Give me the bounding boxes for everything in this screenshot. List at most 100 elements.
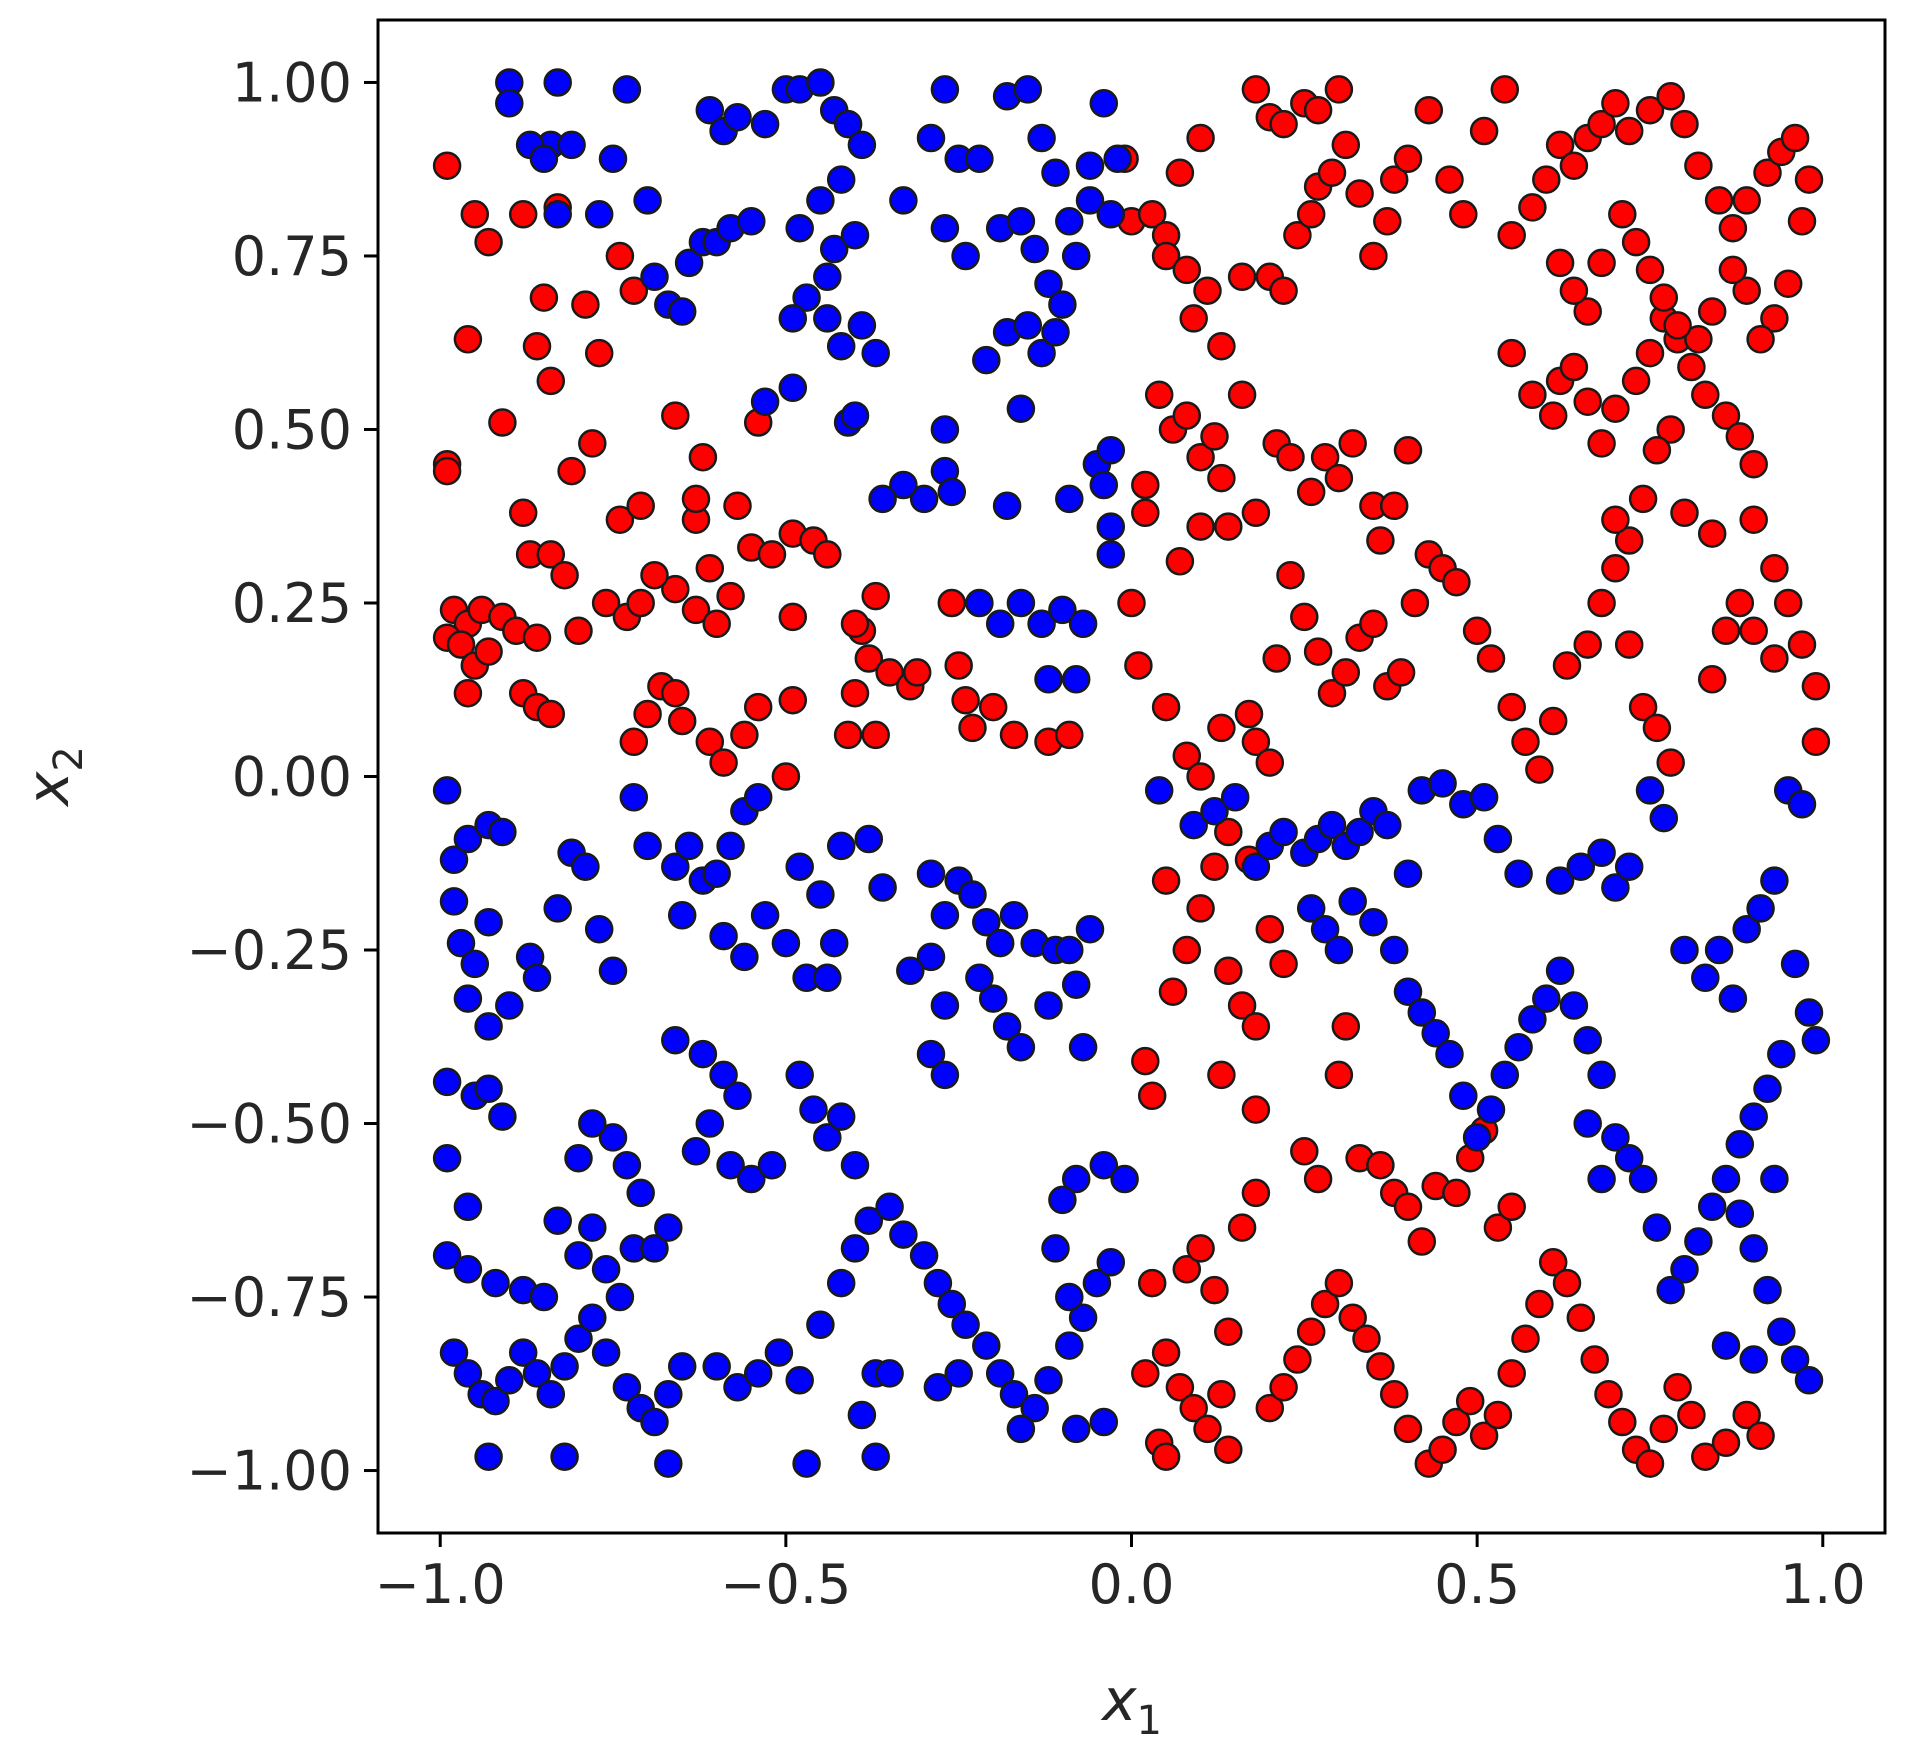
point-blue <box>930 415 960 444</box>
point-blue <box>612 1373 642 1402</box>
point-red <box>1801 727 1831 757</box>
y-tick-label: 0.25 <box>232 572 352 635</box>
point-blue <box>1684 1227 1713 1256</box>
point-red <box>1269 109 1298 139</box>
point-red <box>619 727 649 757</box>
point-blue <box>578 1109 607 1138</box>
point-blue <box>591 1255 621 1284</box>
point-blue <box>1220 783 1250 812</box>
point-blue <box>481 1386 510 1416</box>
point-red <box>1746 1421 1775 1451</box>
point-red <box>1587 248 1616 278</box>
point-red <box>1691 1442 1720 1471</box>
point-red <box>1331 130 1361 160</box>
point-blue <box>1006 1032 1036 1062</box>
point-red <box>1227 991 1257 1020</box>
point-red <box>1601 505 1630 534</box>
point-blue <box>1055 1282 1084 1312</box>
point-blue <box>1718 984 1748 1013</box>
point-red <box>1131 1046 1160 1076</box>
point-blue <box>1670 935 1699 965</box>
point-blue <box>605 1282 635 1312</box>
point-blue <box>1041 1234 1070 1263</box>
point-red <box>1732 276 1761 305</box>
point-red <box>1545 248 1575 278</box>
point-red <box>1324 1060 1354 1090</box>
point-red <box>536 366 566 396</box>
x-axis-label-subscript: 1 <box>1136 1698 1161 1744</box>
point-blue <box>1760 866 1789 895</box>
point-red <box>1462 616 1492 646</box>
point-blue <box>1061 1164 1091 1194</box>
point-red <box>1151 692 1181 722</box>
point-red <box>1359 241 1388 271</box>
point-red <box>661 678 690 708</box>
point-blue <box>667 1352 697 1381</box>
point-blue <box>965 588 994 618</box>
point-blue <box>889 186 918 215</box>
point-blue <box>1504 1032 1533 1062</box>
point-blue <box>1055 935 1084 965</box>
point-blue <box>854 1206 884 1235</box>
point-red <box>1587 109 1616 139</box>
point-red <box>1296 477 1326 507</box>
point-red <box>709 748 738 777</box>
point-red <box>1393 144 1423 174</box>
point-blue <box>723 1373 752 1402</box>
point-blue <box>799 1095 828 1124</box>
point-blue <box>750 387 780 416</box>
point-red <box>1193 276 1222 305</box>
point-red <box>1186 1234 1215 1263</box>
point-blue <box>598 144 628 174</box>
point-red <box>1490 75 1520 104</box>
point-red <box>1677 1400 1706 1430</box>
y-tick-label: −0.25 <box>187 919 352 982</box>
point-red <box>557 456 586 486</box>
point-blue <box>1532 984 1561 1013</box>
point-blue <box>446 928 476 958</box>
point-blue <box>1006 1414 1036 1444</box>
point-red <box>1670 498 1699 528</box>
point-red <box>1345 179 1374 208</box>
point-red <box>1144 380 1174 410</box>
point-blue <box>674 248 704 278</box>
point-red <box>1538 706 1568 736</box>
point-blue <box>826 331 856 361</box>
point-red <box>1373 207 1402 236</box>
point-blue <box>495 89 524 118</box>
point-red <box>1573 297 1602 326</box>
point-blue <box>916 123 946 153</box>
point-blue <box>750 109 780 139</box>
point-red <box>1483 1213 1513 1242</box>
x-axis-label-main: x <box>1100 1666 1137 1734</box>
point-red <box>875 658 904 687</box>
point-blue <box>1462 1123 1492 1152</box>
point-blue <box>813 963 842 993</box>
point-blue <box>916 1039 946 1069</box>
point-blue <box>806 880 835 909</box>
point-red <box>1635 1449 1665 1478</box>
point-red <box>1165 547 1195 576</box>
point-red <box>1601 89 1630 118</box>
point-red <box>1697 519 1727 548</box>
point-blue <box>1767 1039 1796 1069</box>
point-blue <box>813 1123 842 1152</box>
point-blue <box>1628 1164 1658 1194</box>
point-red <box>1614 116 1644 146</box>
point-blue <box>508 1338 538 1367</box>
point-blue <box>654 1213 683 1242</box>
point-blue <box>1601 873 1630 902</box>
point-red <box>1601 554 1630 583</box>
point-blue <box>1034 991 1063 1020</box>
point-red <box>1310 442 1340 472</box>
point-red <box>1545 130 1575 160</box>
point-red <box>1511 727 1540 757</box>
point-blue <box>896 956 925 986</box>
point-blue <box>488 817 517 847</box>
point-red <box>1151 866 1181 895</box>
point-blue <box>1089 470 1119 500</box>
point-blue <box>495 1366 524 1395</box>
point-blue <box>1428 769 1457 798</box>
point-blue <box>861 338 890 368</box>
